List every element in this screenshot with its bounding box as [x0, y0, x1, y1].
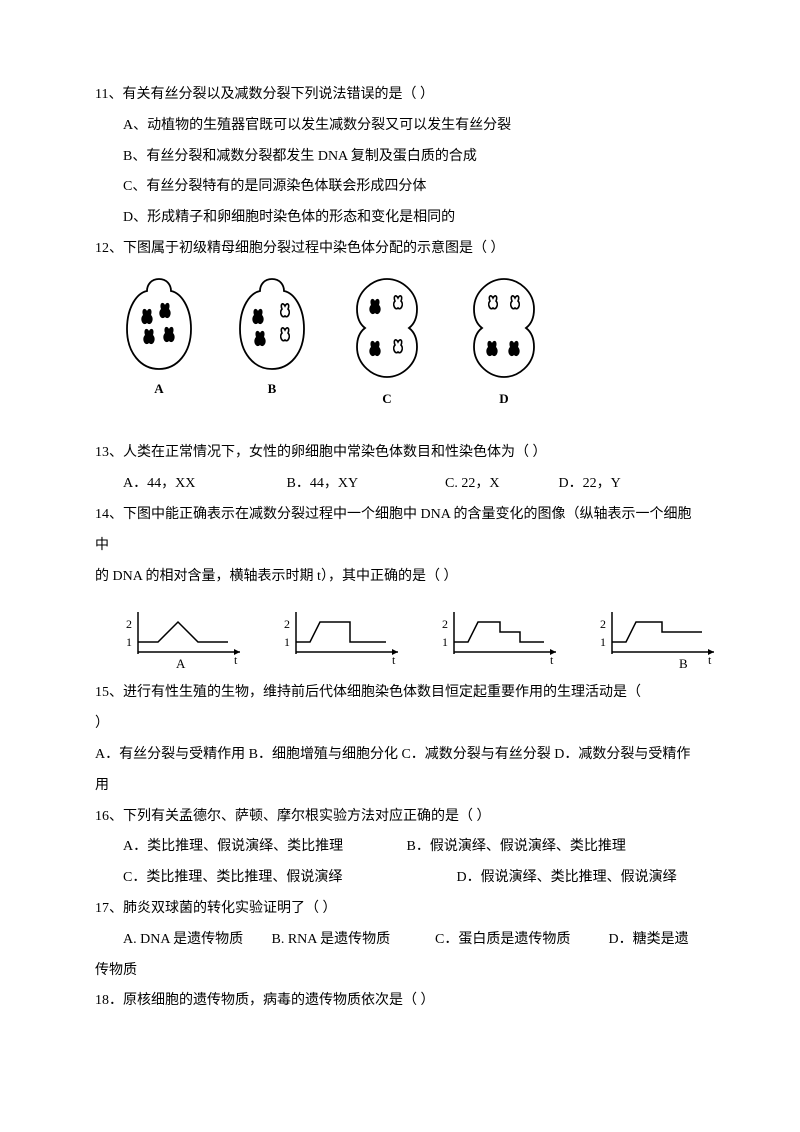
q13-stem: 13、人类在正常情况下，女性的卵细胞中常染色体数目和性染色体为（ ）: [95, 438, 705, 469]
svg-text:1: 1: [126, 635, 132, 649]
svg-text:t: t: [234, 653, 238, 667]
q14-stem2: 的 DNA 的相对含量，横轴表示时期 t），其中正确的是（ ）: [95, 562, 705, 593]
svg-text:t: t: [550, 653, 554, 667]
q18-stem: 18．原核细胞的遗传物质，病毒的遗传物质依次是（ ）: [95, 986, 705, 1017]
svg-text:1: 1: [284, 635, 290, 649]
q15-stem2: ）: [95, 709, 705, 740]
q17-opt-a: A. DNA 是遗传物质: [123, 925, 268, 956]
q12-diagram-row: A B: [115, 273, 705, 414]
cell-diagram-b: B: [228, 273, 316, 414]
graph-d: 1 2 t B: [584, 602, 724, 672]
question-17: 17、肺炎双球菌的转化实验证明了（ ） A. DNA 是遗传物质 B. RNA …: [95, 894, 705, 986]
q11-opt-d: D、形成精子和卵细胞时染色体的形态和变化是相同的: [95, 203, 705, 234]
q16-stem: 16、下列有关孟德尔、萨顿、摩尔根实验方法对应正确的是（ ）: [95, 802, 705, 833]
svg-text:B: B: [679, 656, 688, 671]
svg-text:t: t: [708, 653, 712, 667]
q13-opt-c: C. 22，X: [445, 469, 555, 500]
question-12: 12、下图属于初级精母细胞分裂过程中染色体分配的示意图是（ ） A: [95, 234, 705, 413]
q16-row1: A．类比推理、假说演绎、类比推理 B．假说演绎、假说演绎、类比推理: [95, 832, 705, 863]
q16-opt-a: A．类比推理、假说演绎、类比推理: [123, 832, 403, 863]
cell-diagram-d: D: [458, 273, 550, 414]
question-11: 11、有关有丝分裂以及减数分裂下列说法错误的是（ ） A、动植物的生殖器官既可以…: [95, 80, 705, 234]
q15-stem1: 15、进行有性生殖的生物，维持前后代体细胞染色体数目恒定起重要作用的生理活动是（: [95, 678, 705, 709]
question-18: 18．原核细胞的遗传物质，病毒的遗传物质依次是（ ）: [95, 986, 705, 1017]
svg-text:1: 1: [442, 635, 448, 649]
q13-options: A．44，XX B．44，XY C. 22，X D．22，Y: [95, 469, 705, 500]
svg-text:2: 2: [600, 617, 606, 631]
svg-text:t: t: [392, 653, 396, 667]
q14-stem1: 14、下图中能正确表示在减数分裂过程中一个细胞中 DNA 的含量变化的图像（纵轴…: [95, 500, 705, 562]
q16-opt-b: B．假说演绎、假说演绎、类比推理: [407, 839, 626, 854]
graph-b: 1 2 t: [268, 602, 408, 672]
cell-label-b: B: [228, 375, 316, 404]
svg-text:A: A: [176, 656, 186, 671]
q12-stem: 12、下图属于初级精母细胞分裂过程中染色体分配的示意图是（ ）: [95, 234, 705, 265]
cell-diagram-c: C: [341, 273, 433, 414]
q11-opt-a: A、动植物的生殖器官既可以发生减数分裂又可以发生有丝分裂: [95, 111, 705, 142]
cell-label-d: D: [458, 385, 550, 414]
graph-c: 1 2 t: [426, 602, 566, 672]
question-15: 15、进行有性生殖的生物，维持前后代体细胞染色体数目恒定起重要作用的生理活动是（…: [95, 678, 705, 801]
cell-diagram-a: A: [115, 273, 203, 414]
q15-opts: A．有丝分裂与受精作用 B．细胞增殖与细胞分化 C．减数分裂与有丝分裂 D．减数…: [95, 740, 705, 771]
q17-stem: 17、肺炎双球菌的转化实验证明了（ ）: [95, 894, 705, 925]
svg-text:2: 2: [126, 617, 132, 631]
question-16: 16、下列有关孟德尔、萨顿、摩尔根实验方法对应正确的是（ ） A．类比推理、假说…: [95, 802, 705, 894]
q14-graph-row: 1 2 t A 1 2 t 1: [110, 602, 705, 672]
cell-label-a: A: [115, 375, 203, 404]
svg-text:2: 2: [284, 617, 290, 631]
q16-opt-d: D．假说演绎、类比推理、假说演绎: [457, 870, 677, 885]
q17-opt-d: D．糖类是遗: [609, 932, 689, 947]
q13-opt-b: B．44，XY: [287, 469, 442, 500]
cell-label-c: C: [341, 385, 433, 414]
q15-opts2: 用: [95, 771, 705, 802]
q17-opt-b: B. RNA 是遗传物质: [272, 925, 432, 956]
q11-opt-c: C、有丝分裂特有的是同源染色体联会形成四分体: [95, 172, 705, 203]
question-14: 14、下图中能正确表示在减数分裂过程中一个细胞中 DNA 的含量变化的图像（纵轴…: [95, 500, 705, 672]
q17-opts: A. DNA 是遗传物质 B. RNA 是遗传物质 C．蛋白质是遗传物质 D．糖…: [95, 925, 705, 956]
q13-opt-a: A．44，XX: [123, 469, 283, 500]
svg-text:2: 2: [442, 617, 448, 631]
q11-opt-b: B、有丝分裂和减数分裂都发生 DNA 复制及蛋白质的合成: [95, 142, 705, 173]
q17-opt-c: C．蛋白质是遗传物质: [435, 925, 605, 956]
question-13: 13、人类在正常情况下，女性的卵细胞中常染色体数目和性染色体为（ ） A．44，…: [95, 438, 705, 500]
graph-a: 1 2 t A: [110, 602, 250, 672]
svg-text:1: 1: [600, 635, 606, 649]
q17-opt-d2: 传物质: [95, 956, 705, 987]
q16-opt-c: C．类比推理、类比推理、假说演绎: [123, 863, 453, 894]
q16-row2: C．类比推理、类比推理、假说演绎 D．假说演绎、类比推理、假说演绎: [95, 863, 705, 894]
q13-opt-d: D．22，Y: [559, 476, 621, 491]
q11-stem: 11、有关有丝分裂以及减数分裂下列说法错误的是（ ）: [95, 80, 705, 111]
